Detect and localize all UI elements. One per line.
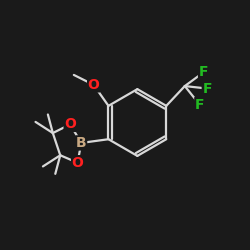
Text: O: O (88, 78, 100, 92)
Text: B: B (76, 136, 86, 150)
Text: F: F (195, 98, 204, 112)
Text: F: F (202, 82, 212, 96)
Text: F: F (198, 66, 208, 80)
Text: O: O (64, 118, 76, 132)
Text: O: O (72, 156, 84, 170)
